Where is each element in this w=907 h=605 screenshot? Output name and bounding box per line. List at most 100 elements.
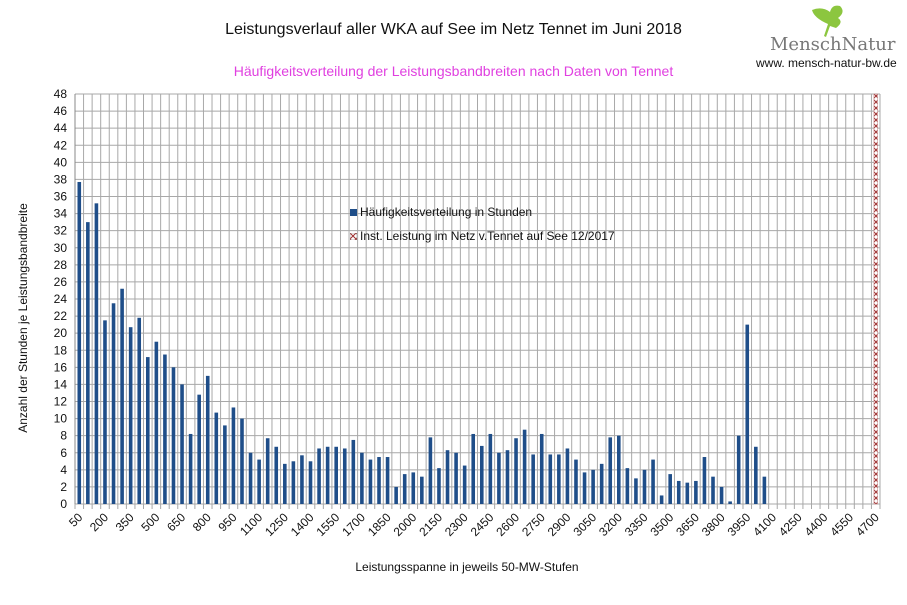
y-tick-label: 20 bbox=[54, 326, 68, 340]
bar-hours bbox=[223, 425, 227, 504]
y-tick-label: 8 bbox=[60, 429, 67, 443]
y-tick-label: 4 bbox=[60, 463, 67, 477]
chart-title-text: Leistungsverlauf aller WKA auf See im Ne… bbox=[225, 21, 682, 38]
x-tick-label: 1850 bbox=[365, 510, 394, 539]
logo-url: www. mensch-natur-bw.de bbox=[756, 56, 897, 70]
ginkgo-leaf-icon bbox=[812, 5, 843, 37]
bar-hours bbox=[180, 384, 184, 504]
bar-installed-capacity bbox=[873, 93, 878, 505]
bar-hours bbox=[120, 288, 124, 504]
bar-hours bbox=[197, 394, 201, 504]
bar-hours bbox=[745, 324, 750, 504]
x-tick-label: 1250 bbox=[262, 510, 291, 539]
x-tick-label: 4100 bbox=[750, 510, 779, 539]
x-tick-label: 2600 bbox=[493, 510, 522, 539]
bar-hours bbox=[471, 433, 476, 504]
bar-hours bbox=[274, 446, 279, 504]
y-tick-label: 44 bbox=[54, 121, 68, 135]
x-tick-label: 4250 bbox=[776, 510, 805, 539]
y-axis-ticks: 0246810121416182022242628303234363840424… bbox=[54, 87, 68, 511]
bar-hours bbox=[257, 459, 261, 504]
y-tick-label: 38 bbox=[54, 172, 68, 186]
bar-hours bbox=[137, 317, 142, 504]
bar-hours bbox=[377, 457, 381, 504]
bar-hours bbox=[565, 448, 570, 504]
bar-hours bbox=[231, 407, 236, 504]
bar-hours bbox=[308, 461, 313, 504]
y-tick-label: 42 bbox=[54, 138, 68, 152]
legend-item-hours: Häufigkeitsverteilung in Stunden bbox=[350, 205, 615, 229]
y-tick-label: 2 bbox=[60, 480, 67, 494]
x-tick-label: 200 bbox=[87, 510, 111, 534]
y-tick-label: 14 bbox=[54, 377, 68, 391]
bar-hours bbox=[694, 480, 698, 504]
y-tick-label: 22 bbox=[54, 309, 68, 323]
x-tick-label: 1550 bbox=[314, 510, 343, 539]
bar-hours bbox=[462, 465, 467, 504]
y-tick-label: 18 bbox=[54, 343, 68, 357]
legend-swatch-hours bbox=[350, 209, 357, 216]
legend: Häufigkeitsverteilung in Stunden Inst. L… bbox=[349, 205, 615, 243]
bar-hours bbox=[265, 438, 270, 504]
legend-item-installed: Inst. Leistung im Netz v.Tennet auf See … bbox=[349, 229, 615, 243]
bar-hours bbox=[77, 181, 82, 504]
y-tick-label: 46 bbox=[54, 104, 68, 118]
bar-hours bbox=[385, 457, 390, 504]
bar-hours bbox=[342, 448, 347, 504]
bar-hours bbox=[334, 446, 338, 504]
chart-title: Leistungsverlauf aller WKA auf See im Ne… bbox=[0, 21, 907, 39]
bar-hours bbox=[325, 446, 330, 504]
x-tick-label: 4550 bbox=[827, 510, 856, 539]
y-tick-label: 48 bbox=[54, 87, 68, 101]
legend-label-hours: Häufigkeitsverteilung in Stunden bbox=[360, 205, 533, 219]
bar-hours bbox=[488, 433, 493, 504]
bar-hours bbox=[719, 486, 724, 504]
x-tick-label: 2150 bbox=[416, 510, 445, 539]
bar-hours bbox=[454, 452, 458, 504]
x-tick-label: 2300 bbox=[442, 510, 471, 539]
x-axis-ticks: 50 200 350 500 650 800 95011001250140015501700… bbox=[66, 510, 882, 539]
bar-hours bbox=[145, 357, 150, 504]
bar-hours bbox=[599, 463, 604, 504]
bar-hours bbox=[205, 375, 210, 504]
bar-hours bbox=[128, 327, 133, 504]
bar-hours bbox=[522, 429, 527, 504]
bar-hours bbox=[754, 446, 758, 504]
bar-hours bbox=[360, 452, 364, 504]
bar-hours bbox=[171, 367, 176, 504]
logo-name: MenschNatur bbox=[770, 34, 896, 55]
x-tick-label: 50 bbox=[66, 510, 86, 530]
y-tick-label: 34 bbox=[54, 207, 68, 221]
x-tick-label: 2900 bbox=[545, 510, 574, 539]
bar-hours bbox=[505, 450, 510, 504]
bars bbox=[77, 93, 878, 505]
x-axis-label: Leistungsspanne in jeweils 50-MW-Stufen bbox=[355, 560, 578, 574]
bar-hours bbox=[240, 418, 244, 504]
bar-hours bbox=[437, 468, 441, 504]
y-tick-label: 40 bbox=[54, 155, 68, 169]
bar-hours bbox=[317, 448, 321, 504]
bar-hours bbox=[103, 320, 107, 504]
bar-hours bbox=[591, 469, 595, 504]
y-tick-label: 6 bbox=[60, 446, 67, 460]
bar-hours bbox=[659, 495, 664, 504]
x-tick-label: 800 bbox=[190, 510, 214, 534]
bar-hours bbox=[445, 450, 450, 504]
bar-hours bbox=[248, 452, 253, 504]
bar-hours bbox=[420, 476, 424, 504]
grid bbox=[74, 93, 881, 509]
x-tick-label: 4700 bbox=[853, 510, 882, 539]
bar-hours bbox=[402, 474, 407, 504]
bar-hours bbox=[582, 472, 587, 504]
x-tick-label: 650 bbox=[164, 510, 188, 534]
chart-subtitle: Häufigkeitsverteilung der Leistungsbandb… bbox=[233, 63, 674, 79]
bar-hours bbox=[676, 480, 681, 504]
y-tick-label: 32 bbox=[54, 224, 68, 238]
y-tick-label: 10 bbox=[54, 412, 68, 426]
y-tick-label: 0 bbox=[60, 497, 67, 511]
y-tick-label: 24 bbox=[54, 292, 68, 306]
x-tick-label: 2000 bbox=[391, 510, 420, 539]
bar-hours bbox=[651, 459, 655, 504]
bar-hours bbox=[762, 476, 767, 504]
x-tick-label: 350 bbox=[113, 510, 137, 534]
